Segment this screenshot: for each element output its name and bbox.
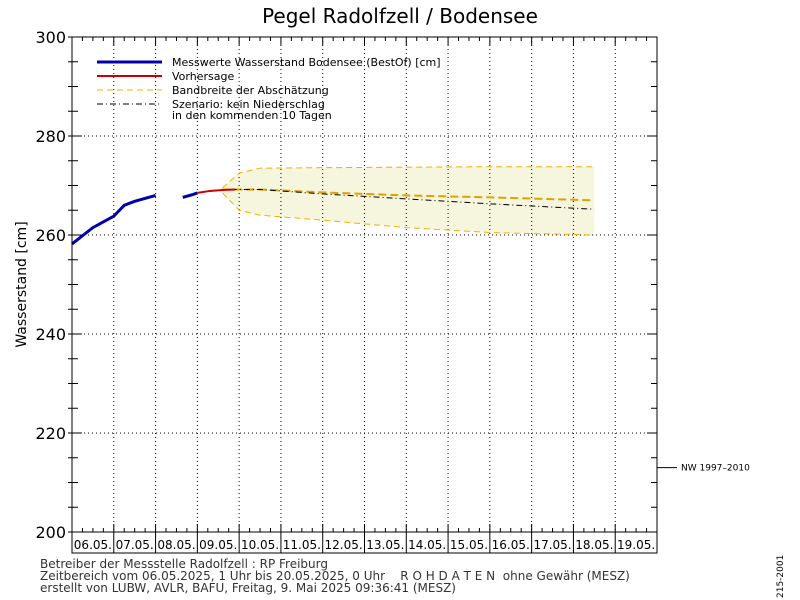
band-lower bbox=[222, 192, 595, 236]
x-tick-label: 12.05. bbox=[325, 538, 363, 552]
x-tick-label: 09.05. bbox=[199, 538, 237, 552]
band-fill bbox=[222, 166, 595, 235]
x-tick-label: 19.05. bbox=[617, 538, 655, 552]
x-tick-label: 16.05. bbox=[492, 538, 530, 552]
grid-layer bbox=[72, 37, 657, 532]
x-tick-label: 15.05. bbox=[450, 538, 488, 552]
y-tick-label: 200 bbox=[35, 523, 66, 542]
measured-line bbox=[182, 191, 198, 199]
legend-label: Szenario: kein Niederschlag bbox=[172, 98, 325, 111]
axis-layer: 200 220 240 260 280 300 06.05. 07.05. 08.05. 09.0… bbox=[14, 28, 658, 554]
x-tick-label: 07.05. bbox=[116, 538, 154, 552]
annotations: NW 1997–2010 bbox=[657, 464, 750, 474]
x-tick-label: 14.05. bbox=[408, 538, 446, 552]
y-axis-label: Wasserstand [cm] bbox=[14, 221, 30, 347]
y-tick-label: 240 bbox=[35, 325, 66, 344]
x-tick-label: 17.05. bbox=[533, 538, 571, 552]
series-layer bbox=[71, 166, 595, 246]
footer-operator: Betreiber der Messstelle Radolfzell : RP… bbox=[40, 557, 328, 571]
y-tick-label: 300 bbox=[35, 28, 66, 47]
annotation-label: NW 1997–2010 bbox=[681, 464, 750, 474]
y-tick-label: 260 bbox=[35, 226, 66, 245]
x-tick-label: 18.05. bbox=[575, 538, 613, 552]
legend-label: in den kommenden 10 Tagen bbox=[172, 109, 332, 122]
chart-title: Pegel Radolfzell / Bodensee bbox=[262, 4, 538, 28]
x-tick-label: 13.05. bbox=[366, 538, 404, 552]
y-tick-label: 220 bbox=[35, 424, 66, 443]
band-layer bbox=[222, 166, 595, 235]
footer-created: erstellt von LUBW, AVLR, BAFU, Freitag, … bbox=[40, 581, 456, 595]
measured-line bbox=[71, 193, 156, 246]
x-tick-label: 10.05. bbox=[241, 538, 279, 552]
y-tick-label: 280 bbox=[35, 127, 66, 146]
legend-label: Vorhersage bbox=[172, 70, 234, 83]
legend: Messwerte Wasserstand Bodensee (BestOf) … bbox=[97, 56, 441, 122]
legend-label: Messwerte Wasserstand Bodensee (BestOf) … bbox=[172, 56, 441, 69]
x-tick-label: 11.05. bbox=[283, 538, 321, 552]
forecast-line bbox=[197, 188, 236, 194]
x-tick-label: 06.05. bbox=[74, 538, 112, 552]
scenario-line bbox=[230, 188, 595, 210]
chart-id: 215-2001 bbox=[776, 554, 786, 598]
legend-label: Bandbreite der Abschätzung bbox=[172, 84, 329, 97]
x-tick-label: 08.05. bbox=[157, 538, 195, 552]
footer-time-range: Zeitbereich vom 06.05.2025, 1 Uhr bis 20… bbox=[40, 569, 630, 583]
band-upper bbox=[222, 166, 595, 189]
